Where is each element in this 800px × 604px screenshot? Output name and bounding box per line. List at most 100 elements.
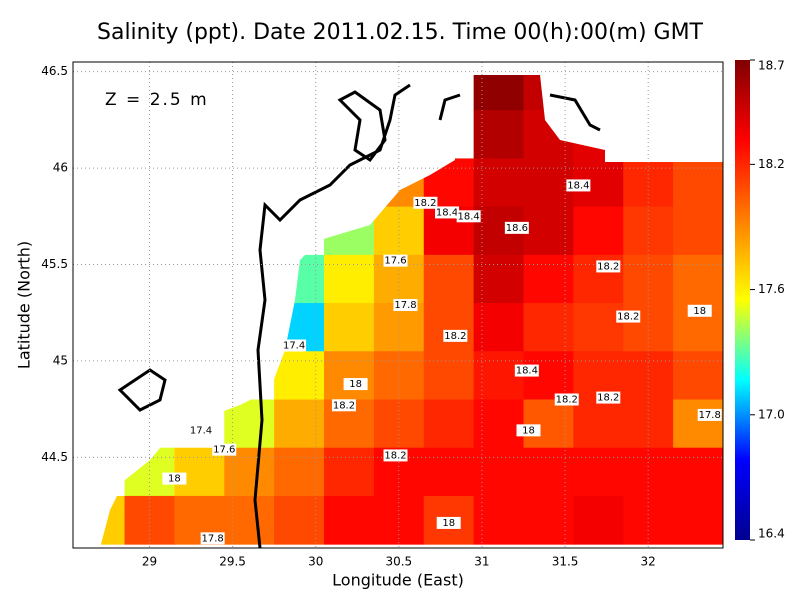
- contour-label: 18.4: [436, 207, 458, 218]
- field-cell: [673, 254, 723, 304]
- field-cell: [174, 447, 225, 497]
- contour-label-bg: [596, 391, 621, 404]
- y-tick-label: 44.5: [41, 450, 68, 464]
- contour-label: 18.6: [506, 223, 528, 234]
- contour-label-bg: [212, 443, 237, 456]
- colorbar: [735, 60, 750, 540]
- field-cell: [473, 110, 525, 159]
- field-cell: [373, 495, 425, 545]
- contour-label-bg: [443, 329, 468, 342]
- contour-label: 18.4: [516, 366, 538, 377]
- x-tick-label: 29.5: [219, 555, 246, 569]
- field-cell: [423, 303, 475, 352]
- field-cell: [324, 351, 375, 400]
- y-tick-label: 45.5: [41, 257, 68, 271]
- chart-title: Salinity (ppt). Date 2011.02.15. Time 00…: [97, 20, 704, 45]
- field-cell: [523, 254, 574, 304]
- colorbar-tick-label: 17.0: [758, 407, 785, 421]
- field-cell: [324, 495, 375, 545]
- field-cell: [673, 447, 723, 497]
- field-cell: [423, 447, 475, 497]
- contour-label-bg: [162, 472, 187, 485]
- field-cell: [473, 495, 525, 545]
- field-cell: [573, 303, 624, 352]
- field-cell: [623, 206, 674, 256]
- field-cell: [373, 399, 425, 449]
- field-cell: [423, 254, 475, 304]
- field-cell: [423, 351, 475, 400]
- field-cell: [473, 254, 525, 304]
- x-tick-label: 30: [308, 555, 323, 569]
- field-cell: [673, 206, 723, 256]
- contour-label: 17.8: [699, 410, 721, 421]
- field-cell: [274, 447, 325, 497]
- contour-label-bg: [393, 299, 418, 311]
- field-cell: [224, 447, 275, 497]
- colorbar-tick-label: 18.2: [758, 157, 785, 171]
- contour-label: 18.2: [556, 395, 578, 406]
- contour-label-bg: [596, 260, 621, 273]
- field-cell: [373, 206, 425, 256]
- contour-label-bg: [504, 221, 529, 234]
- depth-annotation: Z = 2.5 m: [105, 90, 209, 110]
- y-tick-label: 46: [53, 161, 68, 175]
- contour-label: 18.4: [458, 211, 480, 222]
- field-cell: [274, 495, 325, 545]
- field-cell: [523, 447, 574, 497]
- contour-label-bg: [566, 179, 591, 192]
- coastline: [117, 83, 601, 548]
- field-cell: [623, 351, 674, 400]
- field-cell: [324, 254, 375, 304]
- field-cell: [523, 206, 574, 256]
- field-cell: [523, 495, 574, 545]
- contour-label-bg: [383, 254, 408, 267]
- field-cell: [573, 399, 624, 449]
- field-cell: [523, 399, 574, 449]
- field-cell: [673, 495, 723, 545]
- field-cell: [623, 447, 674, 497]
- colorbar-tick-label: 18.7: [758, 59, 785, 73]
- contour-label-bg: [554, 393, 579, 406]
- field-cell: [274, 399, 325, 449]
- contour-label: 17.8: [394, 300, 416, 311]
- contour-label-bg: [616, 310, 641, 323]
- contour-label: 18: [442, 518, 455, 529]
- contour-label: 18: [349, 379, 362, 390]
- field-cell: [473, 303, 525, 352]
- contour-label: 18: [693, 306, 706, 317]
- contour-label: 18: [522, 425, 535, 436]
- field-cell: [324, 303, 375, 352]
- field-cell: [473, 399, 525, 449]
- field-cell: [324, 447, 375, 497]
- y-tick-label: 46.5: [41, 64, 68, 78]
- contour-label: 18.2: [597, 261, 619, 272]
- contour-label: 18: [168, 474, 181, 485]
- contour-label: 18.4: [567, 180, 589, 191]
- x-tick-label: 31.5: [552, 555, 579, 569]
- contour-label: 18.2: [597, 393, 619, 404]
- contour-label-bg: [200, 532, 225, 545]
- land: [73, 62, 723, 548]
- contour-label-bg: [189, 424, 214, 437]
- contour-label-bg: [331, 399, 356, 412]
- contour-label-bg: [343, 378, 368, 391]
- field-cell: [673, 158, 723, 208]
- contour-label: 17.6: [213, 445, 235, 456]
- field-cell: [623, 495, 674, 545]
- field-cell: [373, 303, 425, 352]
- contour-label-bg: [383, 449, 408, 462]
- field-cell: [473, 447, 525, 497]
- plot-frame: [72, 61, 724, 549]
- x-tick-label: 31: [474, 555, 489, 569]
- contour-label: 18.2: [414, 198, 436, 209]
- colorbar-tick-label: 17.6: [758, 282, 785, 296]
- contour-label-bg: [516, 424, 541, 437]
- contour-label: 17.8: [202, 533, 224, 544]
- x-axis-label: Longitude (East): [332, 571, 464, 590]
- y-axis-label: Latitude (North): [15, 241, 34, 369]
- contour-labels: 18.218.4 18.418.418.617.618.217.818.21818…: [162, 179, 722, 545]
- field-cell: [473, 158, 525, 208]
- contour-label-bg: [436, 516, 461, 529]
- contour-label-bg: [413, 196, 438, 209]
